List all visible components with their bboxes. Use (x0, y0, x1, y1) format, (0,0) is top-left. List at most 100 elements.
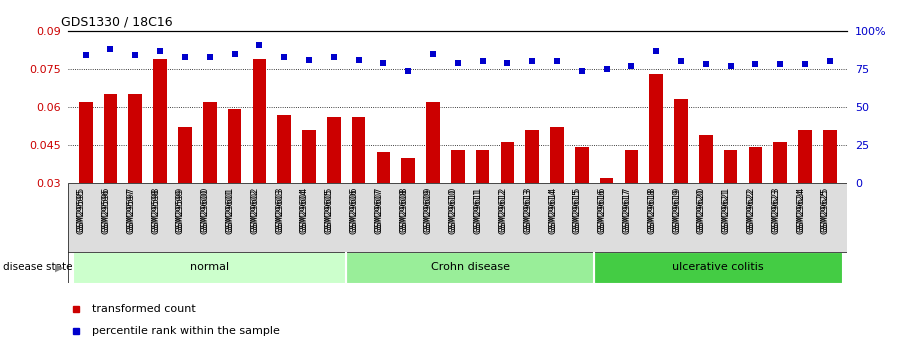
Text: GSM29601: GSM29601 (226, 186, 234, 232)
Text: GSM29602: GSM29602 (251, 188, 260, 234)
Bar (451, 150, 465, 183)
Text: GSM29614: GSM29614 (548, 186, 557, 232)
Text: GSM29598: GSM29598 (151, 186, 160, 232)
Text: GSM29614: GSM29614 (548, 188, 557, 234)
Text: GSM29613: GSM29613 (523, 186, 532, 232)
Bar (724, 150, 738, 183)
Text: GSM29605: GSM29605 (324, 188, 333, 234)
Text: GSM29622: GSM29622 (746, 186, 755, 232)
Bar (73, 252, 346, 283)
Text: percentile rank within the sample: percentile rank within the sample (92, 326, 280, 336)
Bar (526, 130, 539, 183)
Bar (650, 74, 663, 183)
Text: GSM29603: GSM29603 (275, 186, 284, 232)
Text: GSM29608: GSM29608 (399, 188, 408, 234)
Bar (327, 117, 341, 183)
Bar (376, 152, 390, 183)
Text: GSM29619: GSM29619 (672, 186, 681, 232)
Bar (823, 130, 836, 183)
Text: GSM29595: GSM29595 (77, 186, 86, 231)
Text: GSM29601: GSM29601 (226, 188, 234, 234)
Text: Crohn disease: Crohn disease (431, 263, 509, 272)
Text: GSM29621: GSM29621 (722, 188, 731, 234)
Text: GSM29616: GSM29616 (598, 186, 607, 232)
Text: disease state: disease state (3, 263, 72, 272)
Bar (749, 147, 763, 183)
Text: GSM29618: GSM29618 (647, 188, 656, 234)
Bar (252, 59, 266, 183)
Bar (798, 130, 812, 183)
Text: GSM29621: GSM29621 (722, 186, 731, 232)
Bar (550, 127, 564, 183)
Bar (599, 178, 613, 183)
Bar (625, 150, 639, 183)
Bar (476, 150, 489, 183)
Text: transformed count: transformed count (92, 304, 196, 314)
Bar (346, 252, 594, 283)
Text: GSM29613: GSM29613 (523, 188, 532, 234)
Text: GSM29611: GSM29611 (474, 188, 483, 234)
Text: GSM29624: GSM29624 (796, 188, 805, 234)
Bar (302, 130, 316, 183)
Text: GSM29596: GSM29596 (101, 186, 110, 232)
Bar (79, 102, 93, 183)
Text: GSM29619: GSM29619 (672, 188, 681, 234)
Text: GSM29606: GSM29606 (350, 186, 359, 232)
Text: ▶: ▶ (55, 263, 63, 272)
Text: GSM29597: GSM29597 (127, 186, 136, 232)
Text: GSM29615: GSM29615 (573, 188, 582, 234)
Bar (153, 59, 167, 183)
Text: GSM29622: GSM29622 (746, 188, 755, 234)
Text: GSM29609: GSM29609 (424, 186, 433, 232)
Text: GSM29599: GSM29599 (176, 186, 185, 231)
Text: GSM29603: GSM29603 (275, 188, 284, 234)
Text: GSM29625: GSM29625 (821, 186, 830, 232)
Text: GSM29624: GSM29624 (796, 186, 805, 232)
Text: GSM29597: GSM29597 (127, 188, 136, 234)
Text: GSM29620: GSM29620 (697, 188, 706, 234)
Text: GSM29625: GSM29625 (821, 188, 830, 234)
Text: GSM29596: GSM29596 (101, 188, 110, 234)
Text: GSM29604: GSM29604 (300, 188, 309, 234)
Text: GSM29617: GSM29617 (622, 186, 631, 232)
Text: GSM29607: GSM29607 (374, 186, 384, 232)
Bar (128, 94, 142, 183)
Text: GSM29608: GSM29608 (399, 186, 408, 232)
Text: GSM29605: GSM29605 (324, 186, 333, 232)
Text: GSM29598: GSM29598 (151, 188, 160, 234)
Text: GSM29609: GSM29609 (424, 188, 433, 234)
Bar (699, 135, 712, 183)
Text: normal: normal (190, 263, 230, 272)
Text: GSM29606: GSM29606 (350, 188, 359, 234)
Text: GSM29612: GSM29612 (498, 188, 507, 234)
Bar (674, 99, 688, 183)
Bar (594, 252, 843, 283)
Text: GSM29623: GSM29623 (772, 186, 780, 232)
Text: GSM29610: GSM29610 (449, 188, 457, 234)
Text: GSM29612: GSM29612 (498, 186, 507, 232)
Text: GSM29599: GSM29599 (176, 188, 185, 234)
Text: GSM29600: GSM29600 (200, 186, 210, 232)
Bar (277, 115, 291, 183)
Text: GSM29611: GSM29611 (474, 186, 483, 232)
Text: GSM29607: GSM29607 (374, 188, 384, 234)
Text: ulcerative colitis: ulcerative colitis (672, 263, 764, 272)
Text: GSM29618: GSM29618 (647, 186, 656, 232)
Text: GSM29615: GSM29615 (573, 186, 582, 232)
Bar (228, 109, 241, 183)
Bar (575, 147, 589, 183)
Bar (500, 142, 514, 183)
Bar (104, 94, 118, 183)
Text: GSM29616: GSM29616 (598, 188, 607, 234)
Bar (426, 102, 440, 183)
Bar (402, 158, 415, 183)
Bar (203, 102, 217, 183)
FancyBboxPatch shape (68, 183, 847, 252)
Text: GSM29595: GSM29595 (77, 188, 86, 234)
Text: GSM29620: GSM29620 (697, 186, 706, 232)
Text: GSM29602: GSM29602 (251, 186, 260, 232)
Text: GSM29617: GSM29617 (622, 188, 631, 234)
Text: GSM29610: GSM29610 (449, 186, 457, 232)
Text: GSM29604: GSM29604 (300, 186, 309, 232)
Bar (352, 117, 365, 183)
